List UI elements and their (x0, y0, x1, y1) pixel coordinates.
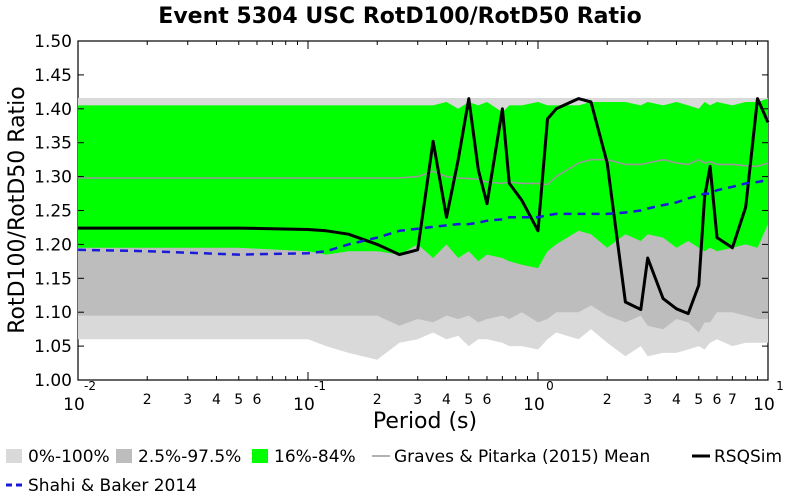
x-tick-label: 10 (523, 395, 545, 415)
legend-swatch (6, 449, 22, 463)
y-axis-ticks: 1.00 1.05 1.10 1.15 1.20 1.25 1.30 1.35 1.40 1.45… (34, 32, 768, 391)
y-tick-label: 1.50 (34, 32, 72, 52)
legend-label: 16%-84% (274, 447, 356, 467)
band-16-84-area (78, 98, 768, 269)
y-tick-label: 1.35 (34, 134, 72, 154)
x-minor-tick-label: 5 (234, 392, 243, 408)
x-tick-label: 10 (63, 395, 85, 415)
x-minor-tick-label: 2 (603, 392, 612, 408)
x-tick-exponent: -2 (84, 379, 96, 393)
y-axis-label: RotD100/RotD50 Ratio (5, 86, 30, 334)
x-minor-tick-label: 6 (713, 392, 722, 408)
series-line-rsqsim (78, 97, 770, 316)
x-minor-tick-label: 5 (694, 392, 703, 408)
x-minor-tick-label: 6 (253, 392, 262, 408)
x-minor-tick-label: 3 (183, 392, 192, 408)
x-tick-exponent: 0 (546, 379, 554, 393)
x-minor-tick-label: 3 (413, 392, 422, 408)
band-16-84 (78, 98, 768, 269)
legend-item: RSQSim (692, 447, 782, 467)
legend-swatch (252, 449, 268, 463)
x-minor-tick-label: 2 (143, 392, 152, 408)
x-tick-exponent: -1 (314, 379, 326, 393)
series-line-shahi-baker-2014 (77, 178, 769, 256)
y-tick-label: 1.00 (34, 371, 72, 391)
series-lines (77, 97, 770, 316)
x-minor-tick-label: 5 (464, 392, 473, 408)
legend-label: RSQSim (714, 447, 782, 467)
y-tick-label: 1.10 (34, 303, 72, 323)
legend-label: 2.5%-97.5% (138, 447, 241, 467)
x-axis-label: Period (s) (373, 409, 477, 434)
legend-label: Shahi & Baker 2014 (28, 476, 197, 496)
y-tick-label: 1.45 (34, 66, 72, 86)
y-tick-label: 1.15 (34, 269, 72, 289)
x-tick-label: 10 (753, 395, 775, 415)
legend-item: 16%-84% (252, 447, 356, 467)
plot-area: 1.00 1.05 1.10 1.15 1.20 1.25 1.30 1.35 1.40 1.45… (34, 32, 784, 415)
x-minor-tick-label: 7 (728, 392, 737, 408)
y-tick-label: 1.30 (34, 168, 72, 188)
y-tick-label: 1.40 (34, 100, 72, 120)
legend-item: 0%-100% (6, 447, 110, 467)
x-minor-tick-label: 6 (483, 392, 492, 408)
legend-label: 0%-100% (28, 447, 110, 467)
chart-title: Event 5304 USC RotD100/RotD50 Ratio (158, 4, 641, 29)
x-minor-tick-label: 2 (373, 392, 382, 408)
x-minor-tick-label: 4 (442, 392, 451, 408)
legend-label: Graves & Pitarka (2015) Mean (394, 447, 650, 467)
y-tick-label: 1.25 (34, 202, 72, 222)
legend-item: 2.5%-97.5% (116, 447, 241, 467)
x-minor-tick-label: 4 (212, 392, 221, 408)
legend-swatch (116, 449, 132, 463)
y-tick-label: 1.20 (34, 235, 72, 255)
legend-item: Graves & Pitarka (2015) Mean (372, 447, 650, 467)
x-minor-tick-label: 4 (672, 392, 681, 408)
y-tick-label: 1.05 (34, 337, 72, 357)
legend-item: Shahi & Baker 2014 (6, 476, 197, 496)
legend: 0%-100% 2.5%-97.5% 16%-84% Graves & Pitarka… (6, 447, 782, 496)
x-minor-tick-label: 3 (643, 392, 652, 408)
x-tick-label: 10 (293, 395, 315, 415)
x-tick-exponent: 1 (776, 379, 784, 393)
